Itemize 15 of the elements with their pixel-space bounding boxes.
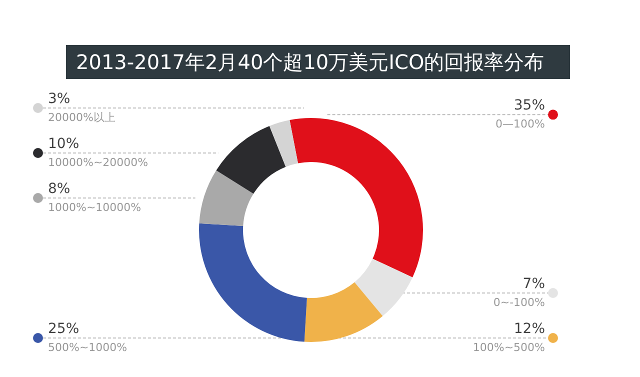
legend-label: 0—100% xyxy=(496,118,545,131)
data-label: 12% xyxy=(514,321,545,337)
chart-title: 2013-2017年2月40个超10万美元ICO的回报率分布 xyxy=(66,45,570,79)
legend-label: 500%~1000% xyxy=(48,341,128,354)
legend-label: 100%~500% xyxy=(472,341,545,354)
data-label: 35% xyxy=(514,98,545,114)
legend-label: 20000%以上 xyxy=(48,111,116,124)
data-label: 7% xyxy=(522,276,545,292)
data-label: 8% xyxy=(48,181,70,197)
legend-label: 0~-100% xyxy=(493,296,545,309)
legend-label: 10000%~20000% xyxy=(48,156,148,169)
data-label: 3% xyxy=(48,91,70,107)
legend-label: 1000%~10000% xyxy=(48,201,142,214)
data-label: 25% xyxy=(48,321,80,337)
data-label: 10% xyxy=(48,136,80,152)
